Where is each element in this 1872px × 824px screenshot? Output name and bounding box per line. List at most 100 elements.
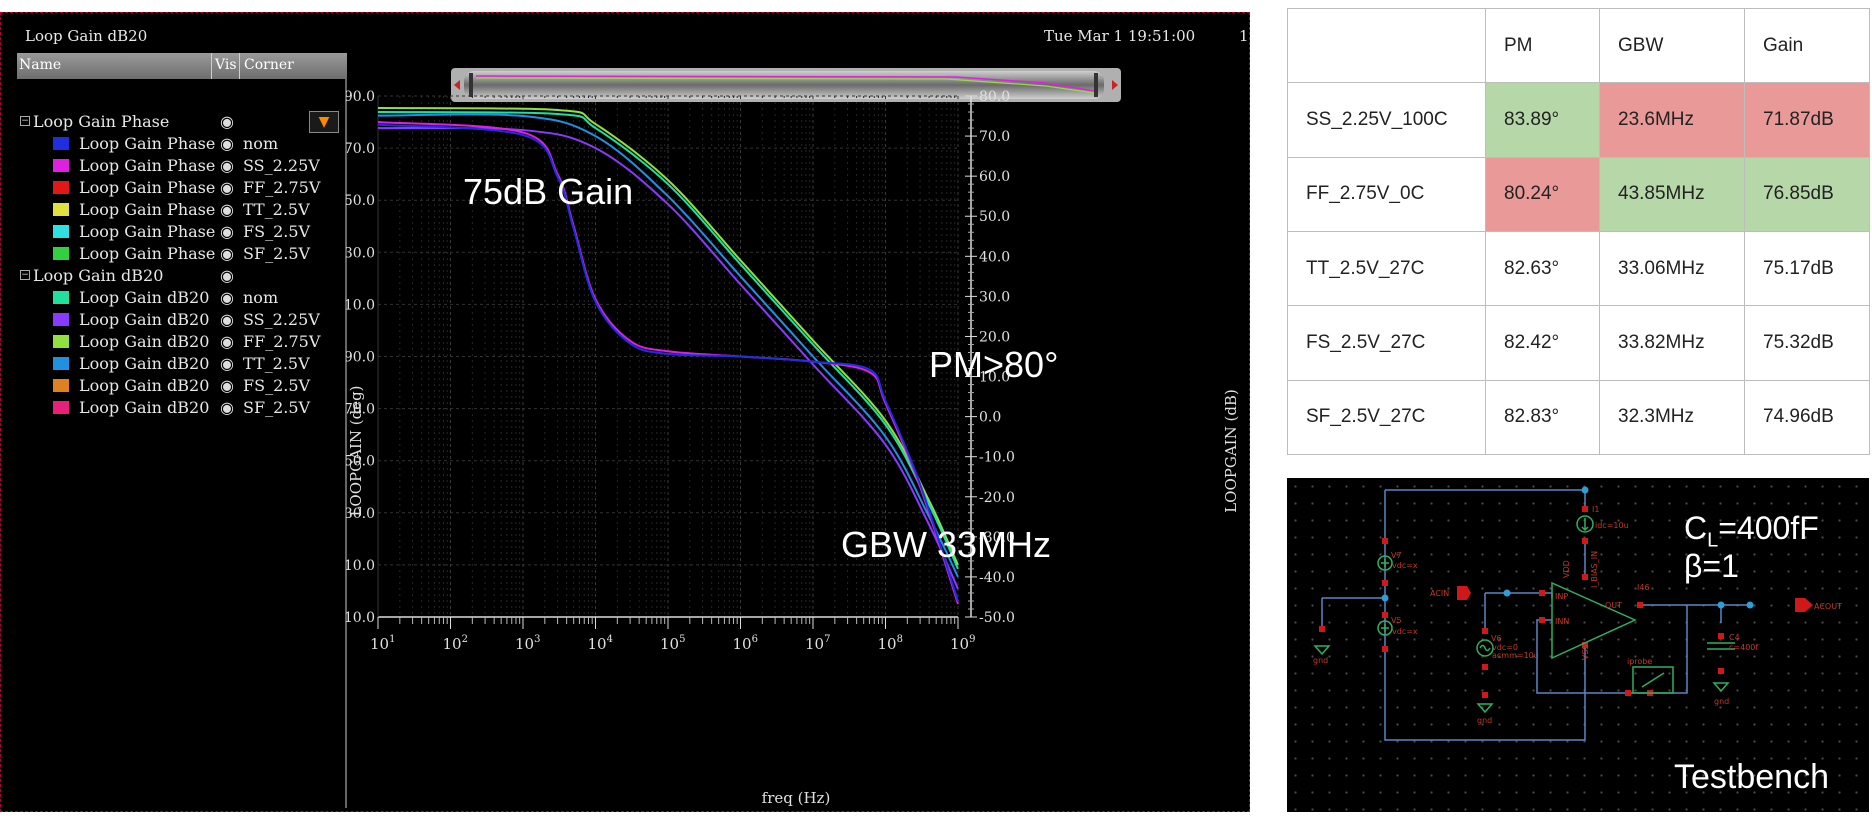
collapse-icon[interactable]: − [20,116,30,126]
trace-label: Loop Gain dB20 [79,376,210,395]
trace-corner: SS_2.25V [243,310,320,329]
overview-scrollbar[interactable] [451,68,1121,102]
eye-icon[interactable]: ◉ [220,310,234,329]
eye-icon[interactable]: ◉ [220,332,234,351]
filter-icon: ▼ [318,114,330,130]
col-name-header[interactable]: Name [19,57,62,73]
trace-line [377,126,959,590]
filter-button[interactable]: ▼ [309,111,339,133]
group-label: Loop Gain dB20 [33,266,164,285]
beta-label: β=1 [1684,548,1739,584]
trace-line [377,113,959,578]
eye-icon[interactable]: ◉ [220,398,234,417]
trace-label: Loop Gain dB20 [79,310,210,329]
col-vis-header[interactable]: Vis [215,57,237,73]
trace-color-swatch [53,181,69,194]
trace-corner: FF_2.75V [243,332,321,351]
trace-row[interactable]: Loop Gain Phase ◉ SS_2.25V [17,155,347,177]
trace-row[interactable]: Loop Gain Phase ◉ TT_2.5V [17,199,347,221]
trace-label: Loop Gain dB20 [79,354,210,373]
cell-corner: FF_2.75V_0C [1287,156,1486,232]
eye-icon[interactable]: ◉ [220,376,234,395]
trace-color-swatch [53,247,69,260]
trace-label: Loop Gain Phase [79,200,216,219]
testbench-schematic: V7 vdc=x V5 vdc=x gnd ACIN V6 vdc=0 acmm… [1287,478,1869,812]
x-tick-label: 102 [443,634,468,653]
eye-icon[interactable]: ◉ [220,266,234,285]
trace-line [377,111,959,570]
trace-row[interactable]: Loop Gain Phase ◉ FF_2.75V [17,177,347,199]
eye-icon[interactable]: ◉ [220,134,234,153]
x-tick-label: 109 [950,634,975,653]
trace-row[interactable]: Loop Gain dB20 ◉ nom [17,287,347,309]
cell-gain: 71.87dB [1744,82,1870,158]
trace-color-swatch [53,137,69,150]
corner-results-table: PM GBW Gain SS_2.25V_100C 83.89° 23.6MHz 71.87… [1287,7,1870,456]
cell-gbw: 32.3MHz [1599,379,1745,456]
trace-corner: SS_2.25V [243,156,320,175]
cell-pm: 82.42° [1485,305,1600,381]
v5-label: V5 [1391,616,1402,625]
trace-color-swatch [53,357,69,370]
trace-row[interactable]: Loop Gain Phase ◉ SF_2.5V [17,243,347,265]
table-header-row: PM GBW Gain [1287,7,1870,84]
cell-pm: 83.89° [1485,82,1600,158]
trace-corner: TT_2.5V [243,200,310,219]
y-tick-label-right: 40.0 [979,249,1010,265]
trace-legend-panel: Name Vis Corner ▼ − Loop Gain Phase ◉ Loop … [17,53,347,808]
trace-corner: FS_2.5V [243,222,311,241]
eye-icon[interactable]: ◉ [220,288,234,307]
x-tick-label: 103 [515,634,540,653]
trace-color-swatch [53,203,69,216]
eye-icon[interactable]: ◉ [220,112,234,131]
y-tick-label-right: 70.0 [979,129,1010,145]
col-corner-header[interactable]: Corner [244,57,294,73]
schematic-wiring: V7 vdc=x V5 vdc=x gnd ACIN V6 vdc=0 acmm… [1313,486,1842,741]
testbench-label: Testbench [1674,758,1829,796]
tree-group[interactable]: − Loop Gain Phase ◉ [17,111,347,133]
trace-line [377,123,959,602]
trace-row[interactable]: Loop Gain dB20 ◉ SS_2.25V [17,309,347,331]
y-tick-label-right: -30.0 [979,530,1015,546]
trace-label: Loop Gain Phase [79,178,216,197]
v6-value: vdc=0 [1492,643,1518,652]
y-tick-label-left: 110.0 [346,297,375,313]
trace-corner: TT_2.5V [243,354,310,373]
right-y-axis-label: LOOPGAIN (dB) [1222,389,1240,513]
eye-icon[interactable]: ◉ [220,244,234,263]
y-tick-label-left: 130.0 [346,245,375,261]
y-tick-label-left: 50.0 [346,454,375,470]
trace-row[interactable]: Loop Gain dB20 ◉ FF_2.75V [17,331,347,353]
acout-label: ACOUT [1814,602,1842,611]
gnd3-label: gnd [1714,697,1729,706]
eye-icon[interactable]: ◉ [220,178,234,197]
x-axis-label: freq (Hz) [762,789,831,807]
eye-icon[interactable]: ◉ [220,156,234,175]
trace-row[interactable]: Loop Gain dB20 ◉ FS_2.5V [17,375,347,397]
y-tick-label-left: 70.0 [346,402,375,418]
plot-axes: 190.0 170.0 150.0 130.0 110.0 90.0 70.0 50.0 30.… [346,89,1015,653]
y-tick-label-left: 190.0 [346,89,375,105]
eye-icon[interactable]: ◉ [220,222,234,241]
table-header-cell [1287,7,1486,84]
trace-corner: nom [243,134,279,153]
eye-icon[interactable]: ◉ [220,200,234,219]
trace-label: Loop Gain Phase [79,222,216,241]
v7-label: V7 [1391,551,1402,560]
instance-label: I46 [1637,583,1650,592]
eye-icon[interactable]: ◉ [220,354,234,373]
collapse-icon[interactable]: − [20,270,30,280]
tree-group[interactable]: − Loop Gain dB20 ◉ [17,265,347,287]
trace-color-swatch [53,379,69,392]
trace-row[interactable]: Loop Gain dB20 ◉ SF_2.5V [17,397,347,419]
trace-row[interactable]: Loop Gain Phase ◉ FS_2.5V [17,221,347,243]
trace-color-swatch [53,159,69,172]
trace-row[interactable]: Loop Gain Phase ◉ nom [17,133,347,155]
trace-color-swatch [53,401,69,414]
y-tick-label-right: 80.0 [979,89,1010,105]
y-tick-label-right: -50.0 [979,610,1015,626]
y-tick-label-right: 20.0 [979,329,1010,345]
pm-annotation: PM>80° [929,344,1059,385]
trace-corner: nom [243,288,279,307]
trace-row[interactable]: Loop Gain dB20 ◉ TT_2.5V [17,353,347,375]
